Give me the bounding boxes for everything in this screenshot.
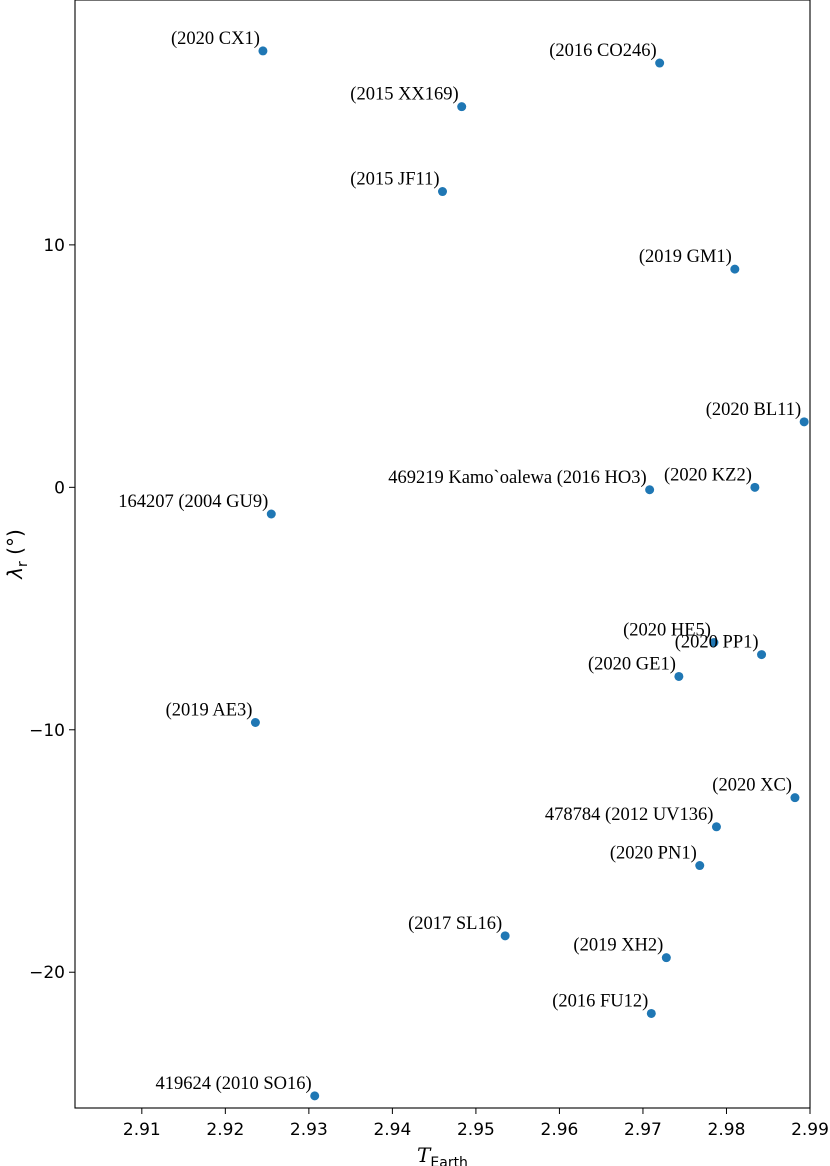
y-axis: 10 0 −10 −20 <box>29 236 75 983</box>
x-tick-label: 2.91 <box>123 1120 161 1140</box>
y-axis-title: λr (°) <box>3 529 31 580</box>
point-label: (2020 XC) <box>712 776 792 796</box>
point-label: 164207 (2004 GU9) <box>118 492 268 512</box>
scatter-point <box>757 650 767 660</box>
x-tick-label: 2.98 <box>708 1120 746 1140</box>
point-label: (2020 PN1) <box>610 844 697 864</box>
point-label: (2019 GM1) <box>639 247 732 267</box>
scatter-point <box>457 102 467 112</box>
scatter-point <box>695 861 705 871</box>
y-tick-label: −20 <box>29 963 65 983</box>
scatter-point <box>645 485 655 495</box>
x-tick-label: 2.96 <box>541 1120 579 1140</box>
point-label: (2019 AE3) <box>166 701 253 721</box>
point-label: 419624 (2010 SO16) <box>155 1074 311 1094</box>
scatter-point <box>750 482 760 492</box>
point-label: (2016 FU12) <box>552 991 648 1011</box>
point-label: (2020 PP1) <box>675 633 759 653</box>
x-axis-title: TEarth <box>417 1143 468 1166</box>
scatter-point <box>310 1091 320 1101</box>
scatter-point <box>258 46 268 56</box>
x-tick-label: 2.92 <box>206 1120 244 1140</box>
scatter-point <box>711 822 721 832</box>
y-tick-label: 10 <box>43 236 65 256</box>
scatter-point <box>438 187 447 197</box>
x-tick-label: 2.94 <box>373 1120 411 1140</box>
plot-frame <box>74 0 811 1109</box>
point-label: (2020 CX1) <box>171 29 260 49</box>
point-label: (2015 XX169) <box>350 85 458 105</box>
scatter-point <box>709 637 719 647</box>
point-label: (2020 BL11) <box>706 400 801 420</box>
point-label: (2017 SL16) <box>408 914 502 934</box>
scatter-point <box>661 953 671 963</box>
point-label: (2020 GE1) <box>588 654 676 674</box>
x-tick-label: 2.97 <box>624 1120 662 1140</box>
scatter-point <box>730 264 740 274</box>
point-label: 469219 Kamo`oalewa (2016 HO3) <box>388 468 646 488</box>
x-tick-label: 2.95 <box>457 1120 495 1140</box>
point-label: (2020 KZ2) <box>664 465 752 485</box>
y-tick-label: 0 <box>54 478 65 498</box>
scatter-point <box>500 931 510 941</box>
point-label: (2016 CO246) <box>549 41 656 61</box>
point-label: 478784 (2012 UV136) <box>545 805 714 825</box>
point-label: (2020 HE5) <box>623 620 711 640</box>
scatter-point <box>655 58 665 68</box>
point-labels: (2020 CX1) (2016 CO246) (2015 XX169) (2015 … <box>118 29 801 1094</box>
x-tick-label: 2.99 <box>791 1120 829 1140</box>
x-tick-label: 2.93 <box>290 1120 328 1140</box>
plot-marks <box>250 46 809 1101</box>
point-label: (2015 JF11) <box>350 170 439 190</box>
scatter-point <box>790 793 800 803</box>
scatter-point <box>674 671 684 681</box>
point-label: (2019 XH2) <box>573 936 663 956</box>
scatter-point <box>250 718 260 728</box>
y-tick-label: −10 <box>29 721 65 741</box>
scatter-point <box>799 417 809 427</box>
scatter-point <box>646 1008 656 1018</box>
x-axis: 2.91 2.92 2.93 2.94 2.95 2.96 2.97 2.98 2.99 <box>123 1108 829 1140</box>
scatter-point <box>266 509 276 519</box>
